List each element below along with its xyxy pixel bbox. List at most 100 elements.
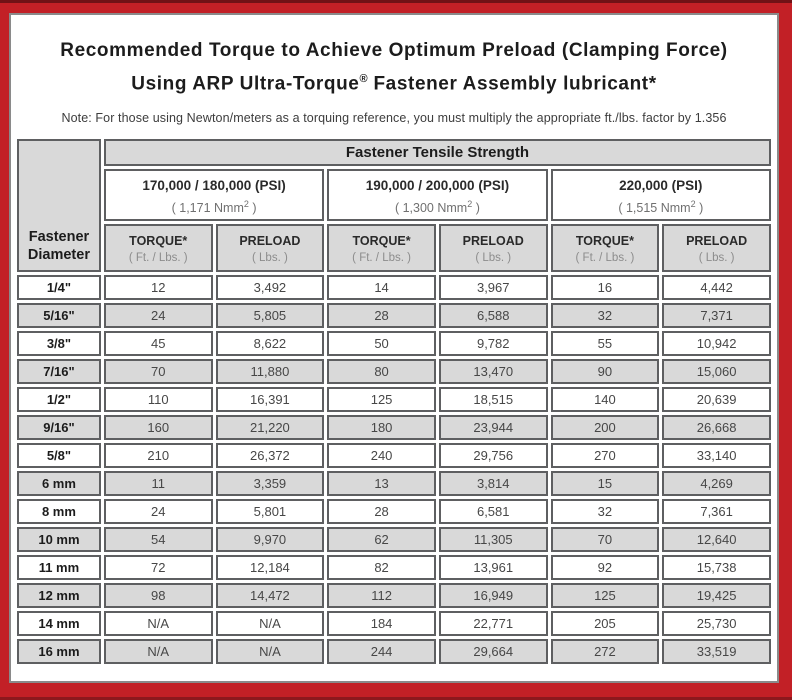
- fastener-diameter-cell: 10 mm: [17, 527, 101, 553]
- fastener-diameter-cell: 5/8": [17, 443, 101, 469]
- torque-value-cell: 180: [327, 415, 436, 441]
- preload-value-cell: 11,305: [438, 527, 548, 553]
- nmm-label: ( 1,171 Nmm2 ): [106, 193, 322, 215]
- frame-bottom-edge: [0, 697, 792, 700]
- torque-value-cell: 82: [327, 555, 436, 581]
- torque-value-cell: 140: [550, 387, 660, 413]
- torque-value-cell: 28: [327, 499, 436, 525]
- preload-value-cell: 16,391: [215, 387, 325, 413]
- table-row: 7/16" 70 11,880 80 13,470 90 15,060: [17, 359, 771, 385]
- nmm-text: ( 1,300 Nmm: [394, 201, 468, 216]
- nmm-close: ): [248, 201, 257, 216]
- preload-value-cell: 33,140: [662, 443, 771, 469]
- nmm-superscript: 2: [690, 199, 696, 210]
- preload-value-cell: 13,470: [438, 359, 548, 385]
- preload-value-cell: 4,442: [662, 275, 771, 301]
- frame-top-edge: [0, 0, 792, 3]
- table-body: 1/4" 12 3,492 14 3,967 16 4,442 5/16" 24 5,805 28 6…: [17, 275, 771, 665]
- preload-value-cell: 26,668: [662, 415, 771, 441]
- fastener-diameter-cell: 8 mm: [17, 499, 101, 525]
- preload-value-cell: 29,664: [438, 639, 548, 665]
- preload-value-cell: 18,515: [438, 387, 548, 413]
- preload-value-cell: 33,519: [662, 639, 771, 665]
- nmm-superscript: 2: [467, 199, 473, 210]
- torque-value-cell: 55: [550, 331, 660, 357]
- preload-value-cell: 22,771: [438, 611, 548, 637]
- torque-value-cell: 28: [327, 303, 436, 329]
- torque-value-cell: 205: [550, 611, 660, 637]
- preload-value-cell: 3,967: [438, 275, 548, 301]
- nmm-superscript: 2: [243, 199, 249, 210]
- torque-value-cell: 45: [103, 331, 213, 357]
- nmm-label: ( 1,515 Nmm2 ): [553, 193, 769, 215]
- fastener-diameter-cell: 1/4": [17, 275, 101, 301]
- nmm-close: ): [695, 201, 704, 216]
- title-line1: Recommended Torque to Achieve Optimum Pr…: [60, 40, 728, 61]
- torque-value-cell: 184: [327, 611, 436, 637]
- preload-value-cell: 11,880: [215, 359, 325, 385]
- fastener-diameter-cell: 7/16": [17, 359, 101, 385]
- torque-value-cell: 98: [103, 583, 213, 609]
- psi-group-220: 220,000 (PSI) ( 1,515 Nmm2 ): [550, 169, 771, 222]
- torque-header-label: TORQUE*: [352, 234, 411, 249]
- preload-value-cell: 15,738: [662, 555, 771, 581]
- preload-value-cell: 25,730: [662, 611, 771, 637]
- table-row: 5/8" 210 26,372 240 29,756 270 33,140: [17, 443, 771, 469]
- torque-value-cell: 92: [550, 555, 660, 581]
- preload-value-cell: 9,782: [438, 331, 548, 357]
- fastener-diameter-cell: 6 mm: [17, 471, 101, 497]
- torque-value-cell: 270: [550, 443, 660, 469]
- torque-value-cell: 24: [103, 303, 213, 329]
- preload-value-cell: 26,372: [215, 443, 325, 469]
- torque-value-cell: 62: [327, 527, 436, 553]
- preload-value-cell: 19,425: [662, 583, 771, 609]
- nmm-label: ( 1,300 Nmm2 ): [329, 193, 545, 215]
- preload-value-cell: 3,359: [215, 471, 325, 497]
- torque-column-header: TORQUE* ( Ft. / Lbs. ): [550, 224, 660, 273]
- torque-header-label: TORQUE*: [575, 234, 634, 249]
- fastener-diameter-cell: 16 mm: [17, 639, 101, 665]
- torque-header-units: ( Ft. / Lbs. ): [352, 252, 411, 265]
- title-line2-end: Fastener Assembly lubricant*: [367, 73, 657, 95]
- torque-value-cell: 112: [327, 583, 436, 609]
- fastener-diameter-header: Fastener Diameter: [17, 139, 101, 273]
- preload-value-cell: 23,944: [438, 415, 548, 441]
- fastener-diameter-cell: 1/2": [17, 387, 101, 413]
- psi-group-170-180: 170,000 / 180,000 (PSI) ( 1,171 Nmm2 ): [103, 169, 325, 222]
- preload-value-cell: 10,942: [662, 331, 771, 357]
- page-title: Recommended Torque to Achieve Optimum Pr…: [21, 36, 767, 98]
- preload-column-header: PRELOAD ( Lbs. ): [215, 224, 325, 273]
- table-row: 3/8" 45 8,622 50 9,782 55 10,942: [17, 331, 771, 357]
- torque-value-cell: 32: [550, 303, 660, 329]
- preload-value-cell: 9,970: [215, 527, 325, 553]
- table-row: 12 mm 98 14,472 112 16,949 125 19,425: [17, 583, 771, 609]
- title-line2: Using ARP Ultra-Torque: [131, 73, 360, 95]
- preload-value-cell: 3,814: [438, 471, 548, 497]
- fastener-diameter-cell: 3/8": [17, 331, 101, 357]
- preload-value-cell: 8,622: [215, 331, 325, 357]
- preload-value-cell: N/A: [215, 611, 325, 637]
- tensile-strength-header: Fastener Tensile Strength: [103, 139, 771, 167]
- torque-value-cell: 272: [550, 639, 660, 665]
- preload-column-header: PRELOAD ( Lbs. ): [662, 224, 771, 273]
- preload-value-cell: 15,060: [662, 359, 771, 385]
- psi-group-190-200: 190,000 / 200,000 (PSI) ( 1,300 Nmm2 ): [327, 169, 548, 222]
- table-row: 5/16" 24 5,805 28 6,588 32 7,371: [17, 303, 771, 329]
- registered-trademark-symbol: ®: [359, 73, 368, 85]
- torque-value-cell: 200: [550, 415, 660, 441]
- preload-value-cell: 4,269: [662, 471, 771, 497]
- torque-value-cell: 24: [103, 499, 213, 525]
- preload-value-cell: 6,588: [438, 303, 548, 329]
- fastener-diameter-cell: 14 mm: [17, 611, 101, 637]
- torque-value-cell: 90: [550, 359, 660, 385]
- torque-value-cell: 12: [103, 275, 213, 301]
- torque-value-cell: 14: [327, 275, 436, 301]
- table-row: 9/16" 160 21,220 180 23,944 200 26,668: [17, 415, 771, 441]
- table-row: 1/2" 110 16,391 125 18,515 140 20,639: [17, 387, 771, 413]
- fastener-diameter-cell: 5/16": [17, 303, 101, 329]
- preload-header-label: PRELOAD: [686, 234, 748, 249]
- preload-value-cell: 21,220: [215, 415, 325, 441]
- preload-value-cell: 29,756: [438, 443, 548, 469]
- preload-header-units: ( Lbs. ): [698, 252, 735, 265]
- tensile-strength-row: Fastener Diameter Fastener Tensile Stren…: [17, 139, 771, 273]
